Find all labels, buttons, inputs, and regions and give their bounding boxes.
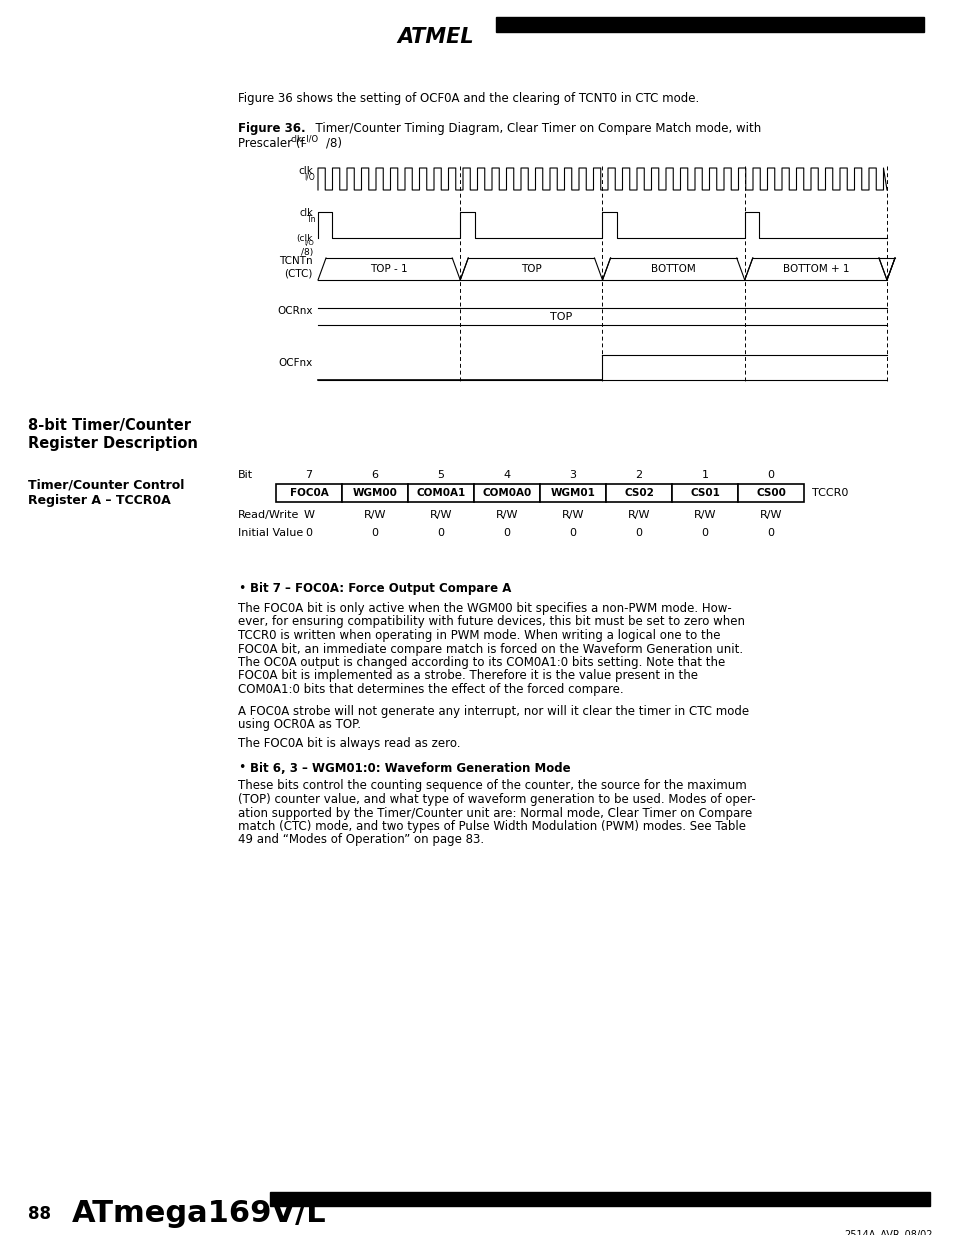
Text: (TOP) counter value, and what type of waveform generation to be used. Modes of o: (TOP) counter value, and what type of wa… xyxy=(237,793,755,806)
Text: The FOC0A bit is always read as zero.: The FOC0A bit is always read as zero. xyxy=(237,737,460,751)
Bar xyxy=(408,484,474,501)
Text: using OCR0A as TOP.: using OCR0A as TOP. xyxy=(237,718,360,731)
Text: 0: 0 xyxy=(503,529,510,538)
Text: BOTTOM + 1: BOTTOM + 1 xyxy=(781,264,848,274)
Text: 7: 7 xyxy=(305,471,313,480)
Text: TOP: TOP xyxy=(520,264,541,274)
Text: 4: 4 xyxy=(503,471,510,480)
Text: /8): /8) xyxy=(326,137,341,149)
Text: R/W: R/W xyxy=(759,510,781,520)
Text: CS01: CS01 xyxy=(689,488,720,498)
Text: FOC0A bit is implemented as a strobe. Therefore it is the value present in the: FOC0A bit is implemented as a strobe. Th… xyxy=(237,669,698,683)
Text: WGM01: WGM01 xyxy=(550,488,595,498)
Text: /8): /8) xyxy=(300,248,313,257)
Text: R/W: R/W xyxy=(496,510,517,520)
Text: 2514A–AVR–08/02: 2514A–AVR–08/02 xyxy=(843,1230,932,1235)
Text: Tn: Tn xyxy=(306,215,315,224)
Text: Register A – TCCR0A: Register A – TCCR0A xyxy=(28,494,171,508)
Bar xyxy=(738,484,803,501)
Text: TCCR0: TCCR0 xyxy=(811,488,847,498)
Text: Prescaler (f: Prescaler (f xyxy=(237,137,304,149)
Bar xyxy=(270,1192,929,1207)
Text: Figure 36 shows the setting of OCF0A and the clearing of TCNT0 in CTC mode.: Figure 36 shows the setting of OCF0A and… xyxy=(237,91,699,105)
Text: TOP: TOP xyxy=(550,311,572,321)
Text: R/W: R/W xyxy=(363,510,386,520)
Text: Timer/Counter Timing Diagram, Clear Timer on Compare Match mode, with: Timer/Counter Timing Diagram, Clear Time… xyxy=(308,122,760,135)
Text: OCFnx: OCFnx xyxy=(278,358,313,368)
Bar xyxy=(474,484,539,501)
Text: TCNTn: TCNTn xyxy=(279,256,313,266)
Text: clk: clk xyxy=(297,165,313,177)
Bar xyxy=(605,484,671,501)
Text: 2: 2 xyxy=(635,471,642,480)
Text: 0: 0 xyxy=(305,529,313,538)
Text: A FOC0A strobe will not generate any interrupt, nor will it clear the timer in C: A FOC0A strobe will not generate any int… xyxy=(237,704,748,718)
Text: 0: 0 xyxy=(371,529,378,538)
Text: 0: 0 xyxy=(437,529,444,538)
Text: I/O: I/O xyxy=(304,240,314,246)
Text: TOP - 1: TOP - 1 xyxy=(370,264,408,274)
Text: FOC0A bit, an immediate compare match is forced on the Waveform Generation unit.: FOC0A bit, an immediate compare match is… xyxy=(237,642,742,656)
Text: 0: 0 xyxy=(569,529,576,538)
Text: clk: clk xyxy=(299,207,313,219)
Bar xyxy=(496,17,923,32)
Text: Figure 36.: Figure 36. xyxy=(237,122,305,135)
Text: match (CTC) mode, and two types of Pulse Width Modulation (PWM) modes. See Table: match (CTC) mode, and two types of Pulse… xyxy=(237,820,745,832)
Text: 88: 88 xyxy=(28,1205,51,1223)
Text: 0: 0 xyxy=(767,529,774,538)
Text: R/W: R/W xyxy=(627,510,650,520)
Text: clk_I/O: clk_I/O xyxy=(291,135,319,143)
Text: W: W xyxy=(303,510,314,520)
Text: CS00: CS00 xyxy=(756,488,785,498)
Text: The FOC0A bit is only active when the WGM00 bit specifies a non-PWM mode. How-: The FOC0A bit is only active when the WG… xyxy=(237,601,731,615)
Text: CS02: CS02 xyxy=(623,488,653,498)
Text: 0: 0 xyxy=(700,529,708,538)
Text: WGM00: WGM00 xyxy=(353,488,397,498)
Text: 1: 1 xyxy=(700,471,708,480)
Text: Read/Write: Read/Write xyxy=(237,510,299,520)
Text: 3: 3 xyxy=(569,471,576,480)
Text: •: • xyxy=(237,582,245,595)
Text: Bit 7 – FOC0A: Force Output Compare A: Bit 7 – FOC0A: Force Output Compare A xyxy=(250,582,511,595)
Text: •: • xyxy=(237,762,245,774)
Bar xyxy=(539,484,605,501)
Text: 0: 0 xyxy=(767,471,774,480)
Text: I/O: I/O xyxy=(304,173,314,182)
Text: Register Description: Register Description xyxy=(28,436,197,451)
Text: 8-bit Timer/Counter: 8-bit Timer/Counter xyxy=(28,417,191,433)
Text: BOTTOM: BOTTOM xyxy=(651,264,696,274)
Text: 0: 0 xyxy=(635,529,641,538)
Bar xyxy=(388,7,482,65)
Text: R/W: R/W xyxy=(561,510,583,520)
Text: COM0A0: COM0A0 xyxy=(482,488,531,498)
Text: FOC0A: FOC0A xyxy=(290,488,328,498)
Bar xyxy=(275,484,341,501)
Text: (CTC): (CTC) xyxy=(284,268,313,278)
Text: ATMEL: ATMEL xyxy=(396,27,474,47)
Text: The OC0A output is changed according to its COM0A1:0 bits setting. Note that the: The OC0A output is changed according to … xyxy=(237,656,724,669)
Text: Bit 6, 3 – WGM01:0: Waveform Generation Mode: Bit 6, 3 – WGM01:0: Waveform Generation … xyxy=(250,762,570,774)
Text: ATmega169V/L: ATmega169V/L xyxy=(71,1199,326,1229)
Text: Bit: Bit xyxy=(237,471,253,480)
Text: Timer/Counter Control: Timer/Counter Control xyxy=(28,478,184,492)
Text: (clk: (clk xyxy=(296,233,313,243)
Text: COM0A1: COM0A1 xyxy=(416,488,465,498)
Text: COM0A1:0 bits that determines the effect of the forced compare.: COM0A1:0 bits that determines the effect… xyxy=(237,683,623,697)
Text: ever, for ensuring compatibility with future devices, this bit must be set to ze: ever, for ensuring compatibility with fu… xyxy=(237,615,744,629)
Text: ation supported by the Timer/Counter unit are: Normal mode, Clear Timer on Compa: ation supported by the Timer/Counter uni… xyxy=(237,806,752,820)
Text: 49 and “Modes of Operation” on page 83.: 49 and “Modes of Operation” on page 83. xyxy=(237,834,483,846)
Text: TCCR0 is written when operating in PWM mode. When writing a logical one to the: TCCR0 is written when operating in PWM m… xyxy=(237,629,720,642)
Text: Initial Value: Initial Value xyxy=(237,529,303,538)
Text: 6: 6 xyxy=(371,471,378,480)
Bar xyxy=(341,484,408,501)
Text: R/W: R/W xyxy=(429,510,452,520)
Bar xyxy=(671,484,738,501)
Text: 5: 5 xyxy=(437,471,444,480)
Text: R/W: R/W xyxy=(693,510,716,520)
Text: OCRnx: OCRnx xyxy=(277,306,313,316)
Text: These bits control the counting sequence of the counter, the source for the maxi: These bits control the counting sequence… xyxy=(237,779,746,793)
